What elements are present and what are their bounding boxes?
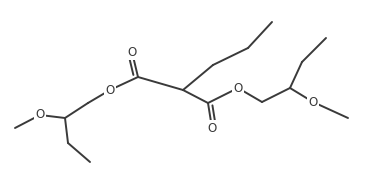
Text: O: O: [105, 83, 115, 97]
Text: O: O: [208, 122, 217, 134]
Text: O: O: [36, 108, 45, 122]
Text: O: O: [309, 95, 318, 108]
Text: O: O: [127, 46, 137, 58]
Text: O: O: [234, 82, 243, 95]
